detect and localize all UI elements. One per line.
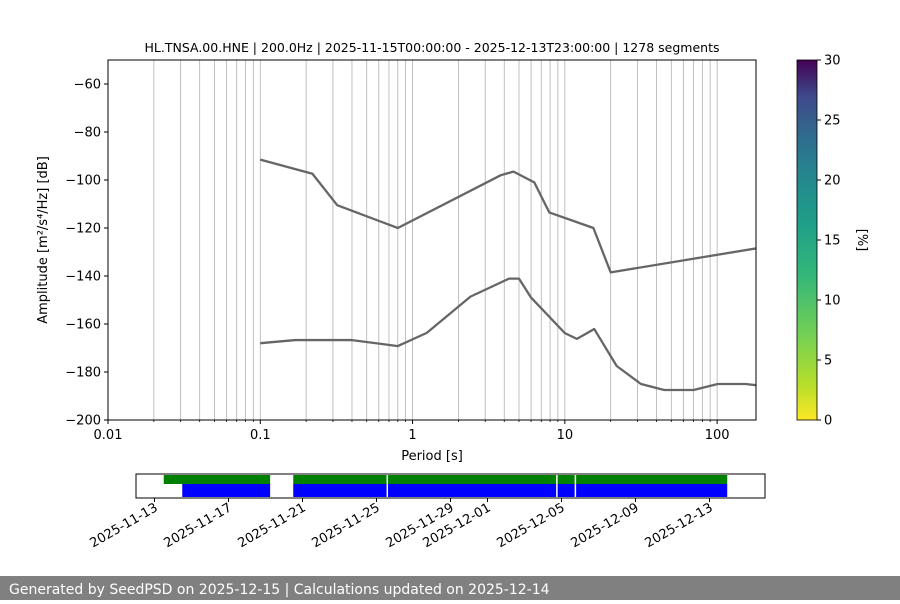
psd-plot-area: 0.01 0.1 1 10 100 −200 −180 −160 −140 −120 −100 −8… bbox=[65, 59, 757, 443]
y-tick-label: −200 bbox=[65, 414, 101, 429]
x-tick-label: 1 bbox=[408, 428, 416, 443]
noise-model-lines bbox=[259, 158, 756, 392]
timeline-tick-label: 2025-12-05 bbox=[495, 500, 568, 551]
colorbar-ticks: 0 5 10 15 20 25 30 bbox=[817, 54, 841, 429]
plot-background bbox=[108, 60, 756, 420]
timeline-tick-label: 2025-11-13 bbox=[88, 500, 161, 551]
colorbar-gradient bbox=[796, 59, 818, 421]
timeline-segment bbox=[163, 475, 271, 484]
x-tick-label: 0.01 bbox=[94, 428, 123, 443]
timeline-tick-label: 2025-11-21 bbox=[236, 500, 309, 551]
timeline-tick-label: 2025-11-17 bbox=[162, 500, 235, 551]
period-gridlines bbox=[153, 60, 718, 420]
y-tick-label: −140 bbox=[65, 270, 101, 285]
noise-model-line-nlnm bbox=[260, 277, 756, 392]
colorbar-tick-label: 20 bbox=[824, 174, 841, 189]
noise-model-line-nhnm bbox=[259, 158, 756, 274]
colorbar-tick-label: 25 bbox=[824, 114, 841, 129]
colorbar-tick-label: 0 bbox=[824, 414, 832, 429]
timeline-date-ticks: 2025-11-13 2025-11-17 2025-11-21 2025-11-25… bbox=[88, 498, 716, 551]
y-tick-label: −180 bbox=[65, 366, 101, 381]
colorbar-label: [%] bbox=[854, 229, 869, 252]
y-tick-label: −120 bbox=[65, 222, 101, 237]
colorbar-tick-label: 10 bbox=[824, 294, 841, 309]
timeline-tick-label: 2025-12-13 bbox=[643, 500, 716, 551]
colorbar-tick-label: 30 bbox=[824, 54, 841, 69]
footer-text: Generated by SeedPSD on 2025-12-15 | Cal… bbox=[9, 582, 550, 598]
x-axis-label: Period [s] bbox=[401, 449, 463, 464]
data-availability-timeline: 2025-11-13 2025-11-17 2025-11-21 2025-11-25… bbox=[88, 473, 766, 551]
timeline-bars bbox=[163, 475, 728, 497]
x-axis-ticks: 0.01 0.1 1 10 100 bbox=[94, 420, 730, 443]
chart-title: HL.TNSA.00.HNE | 200.0Hz | 2025-11-15T00… bbox=[145, 40, 720, 55]
y-axis-ticks: −200 −180 −160 −140 −120 −100 −80 −60 bbox=[65, 78, 108, 429]
timeline-tick-label: 2025-12-09 bbox=[569, 500, 642, 551]
timeline-segment bbox=[293, 484, 728, 497]
x-tick-label: 100 bbox=[705, 428, 730, 443]
timeline-segment bbox=[182, 484, 271, 497]
colorbar: 0 5 10 15 20 25 30 [%] bbox=[796, 54, 869, 429]
timeline-segment bbox=[293, 475, 728, 484]
y-tick-label: −60 bbox=[74, 78, 101, 93]
x-tick-label: 10 bbox=[557, 428, 574, 443]
footer-bar: Generated by SeedPSD on 2025-12-15 | Cal… bbox=[0, 576, 900, 600]
figure: HL.TNSA.00.HNE | 200.0Hz | 2025-11-15T00… bbox=[36, 40, 869, 551]
y-axis-label: Amplitude [m²/s⁴/Hz] [dB] bbox=[36, 156, 51, 324]
plot-frame bbox=[107, 59, 757, 421]
y-tick-label: −160 bbox=[65, 318, 101, 333]
colorbar-tick-label: 5 bbox=[824, 354, 832, 369]
colorbar-tick-label: 15 bbox=[824, 234, 841, 249]
x-tick-label: 0.1 bbox=[250, 428, 271, 443]
y-tick-label: −100 bbox=[65, 174, 101, 189]
y-tick-label: −80 bbox=[74, 126, 101, 141]
timeline-tick-label: 2025-11-25 bbox=[310, 500, 383, 551]
